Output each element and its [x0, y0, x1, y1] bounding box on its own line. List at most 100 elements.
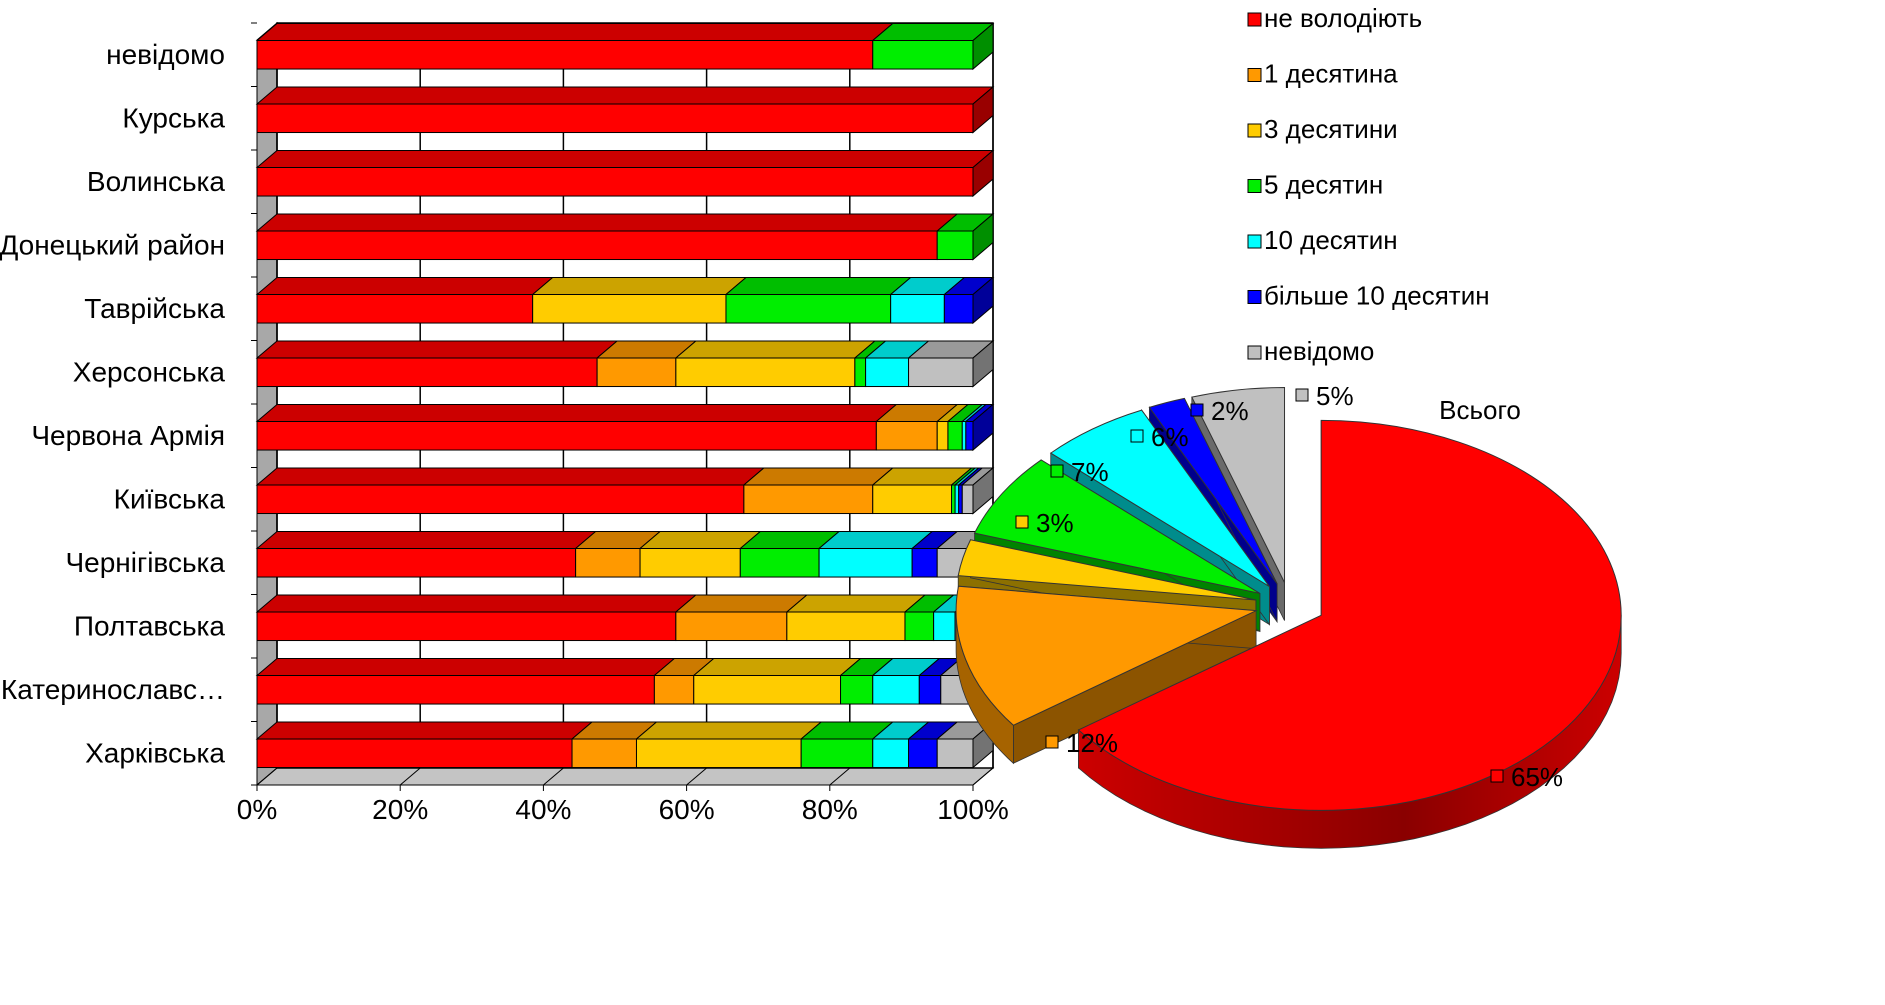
bar-segment-top: [255, 721, 594, 740]
x-tick-label: 0%: [237, 794, 277, 825]
bar-segment-front: [965, 420, 974, 451]
pie-slice-top: [957, 539, 1256, 601]
category-label: невідомо: [106, 39, 225, 70]
pie-label-text: 6%: [1151, 422, 1189, 452]
pie-data-label: 12%: [1045, 728, 1118, 758]
bar-segment-side: [972, 149, 994, 198]
category-label: Волинська: [87, 166, 226, 197]
pie-label-swatch: [1130, 429, 1144, 443]
category-label: Харківська: [85, 737, 225, 768]
bar-segment-front: [786, 611, 906, 642]
pie-label-text: 12%: [1066, 728, 1118, 758]
bar-segment-side: [972, 403, 994, 452]
bar-segment: [595, 340, 698, 388]
bar-segment: [692, 657, 862, 705]
floor-gridline: [972, 767, 994, 786]
bar-segment: [570, 721, 658, 769]
floor-gridline: [256, 767, 278, 786]
bar-segment-top: [785, 594, 927, 613]
legend-swatch: [1247, 123, 1262, 138]
legend: не володіють 1 десятина 3 десятини 5 десяти…: [1247, 3, 1490, 366]
pie-chart: 65% 12% 3% 7% 6% 2% 5% Всього: [955, 381, 1622, 849]
category-label: Курська: [122, 102, 225, 133]
bar-segment-front: [875, 420, 938, 451]
bar-segment-front: [933, 611, 956, 642]
category-label: Катеринославс…: [1, 674, 225, 705]
bar-segment: [674, 594, 809, 642]
bar-segment-top: [255, 276, 555, 295]
legend-label: 5 десятин: [1264, 170, 1383, 200]
bar-segment-front: [947, 420, 963, 451]
bar-segment: [255, 403, 898, 451]
bar-segment-front: [256, 738, 573, 769]
bar-segment-front: [256, 547, 577, 578]
bar-segment-top: [674, 340, 877, 359]
bar-segment-front: [943, 293, 974, 324]
bar-segment: [907, 721, 959, 769]
bar-segment-top: [255, 657, 676, 676]
pie-data-label: 5%: [1295, 381, 1354, 411]
pie-slice-top: [1077, 419, 1622, 811]
bar-segment-front: [256, 230, 938, 261]
legend-swatch: [1247, 179, 1262, 193]
bar-segment: [935, 212, 995, 261]
bar-segment-front: [532, 293, 727, 324]
bar-segment-front: [675, 611, 788, 642]
bar-segment: [839, 657, 895, 705]
bar-segment-front: [256, 674, 655, 705]
floor-gridline: [686, 767, 707, 786]
bar-segment: [255, 657, 676, 705]
bar-segment-front: [739, 547, 820, 578]
stacked-bar-chart: 0% 20% 40% 60% 80% 100% невідомо Курська Волинсь…: [0, 21, 1009, 825]
pie-label-swatch: [1295, 388, 1309, 402]
x-tick-label: 20%: [372, 794, 428, 825]
pie-label-swatch: [1045, 735, 1059, 749]
pie-slice-top: [1191, 387, 1286, 583]
pie-data-label: 7%: [1050, 457, 1109, 487]
bar-segment: [738, 530, 841, 578]
bar-segment-side: [972, 22, 994, 71]
bar-segment-front: [872, 674, 920, 705]
bar-segment: [255, 721, 594, 769]
pie-data-label: 65%: [1490, 762, 1563, 792]
bar-segment: [907, 339, 995, 388]
bar-segment-front: [818, 547, 913, 578]
bar-segment-top: [255, 149, 995, 168]
category-label: Херсонська: [73, 356, 226, 387]
bar-segment: [255, 467, 766, 515]
bar-segment-front: [954, 484, 960, 515]
bar-segment-front: [743, 484, 874, 515]
bar-segment-top: [638, 530, 762, 549]
pie-label-text: 7%: [1071, 457, 1109, 487]
bar-segment-top: [635, 721, 823, 740]
bar-segment-top: [255, 213, 959, 232]
bar-segment-front: [571, 738, 637, 769]
category-label: Таврійська: [84, 293, 225, 324]
bar-segment-front: [256, 357, 598, 388]
legend-swatch: [1247, 68, 1262, 82]
legend-swatch: [1247, 345, 1262, 360]
bar-segment-side: [972, 466, 994, 515]
bar-segment-top: [531, 276, 748, 295]
legend-label: 1 десятина: [1264, 59, 1398, 89]
bar-segment-top: [724, 276, 913, 295]
bar-segment: [255, 340, 619, 388]
bar-segment-front: [904, 611, 935, 642]
bar-segment-front: [575, 547, 641, 578]
bar-segment-front: [256, 611, 677, 642]
floor-gridline: [543, 767, 564, 786]
legend-label: більше 10 десятин: [1264, 281, 1490, 311]
back-wall: [276, 22, 994, 769]
category-label: Київська: [114, 483, 226, 514]
pie-slice-top: [1148, 397, 1278, 585]
bar-segment-top: [255, 22, 895, 41]
x-tick-label: 80%: [802, 794, 858, 825]
bar-segment: [871, 22, 995, 71]
category-label: Червона Армія: [31, 420, 225, 451]
legend-label: 3 десятини: [1264, 114, 1398, 144]
pie-slice-top: [955, 585, 1259, 726]
bar-segment-front: [800, 738, 874, 769]
bar-segment-front: [872, 738, 910, 769]
bar-segment-side: [972, 212, 994, 261]
bar-segment-front: [961, 420, 967, 451]
